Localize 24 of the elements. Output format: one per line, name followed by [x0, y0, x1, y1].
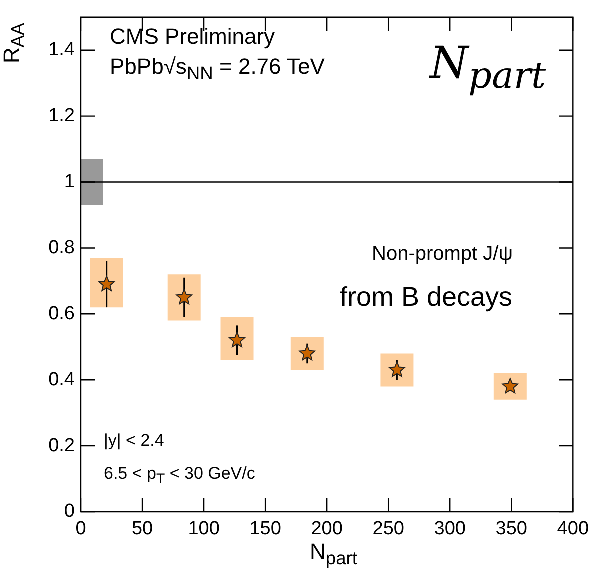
annotation: Non-prompt J/ψ [372, 243, 513, 265]
y-tick-label: 1.4 [48, 40, 76, 61]
y-tick-label: 1 [64, 172, 75, 192]
annotation: PbPb√s$_{NN}$ = 2.76 TeV [110, 54, 325, 84]
annotation: |y| < 2.4 [104, 431, 164, 450]
y-tick-label: 0.8 [48, 237, 75, 258]
y-tick-label: 0 [64, 501, 75, 522]
x-tick-label: 250 [372, 518, 404, 540]
x-tick-label: 100 [188, 518, 220, 540]
x-axis-title: N$_{part}$ [310, 539, 358, 568]
x-tick-label: 300 [434, 518, 466, 540]
annotation: N$_{part}$ [430, 38, 546, 97]
x-tick-label: 50 [132, 518, 154, 540]
x-tick-label: 200 [311, 518, 343, 540]
y-tick-label: 0.2 [48, 435, 75, 456]
annotation: CMS Preliminary [110, 24, 276, 49]
annotation: 6.5 < p$_{T}$ < 30 GeV/c [104, 464, 256, 488]
y-tick-label: 0.4 [48, 369, 76, 390]
annotation: from B decays [340, 282, 513, 312]
x-tick-label: 400 [557, 518, 589, 540]
y-tick-label: 0.6 [48, 303, 75, 324]
x-tick-label: 150 [250, 518, 282, 540]
y-tick-label: 1.2 [48, 106, 75, 127]
x-tick-label: 350 [496, 518, 528, 540]
